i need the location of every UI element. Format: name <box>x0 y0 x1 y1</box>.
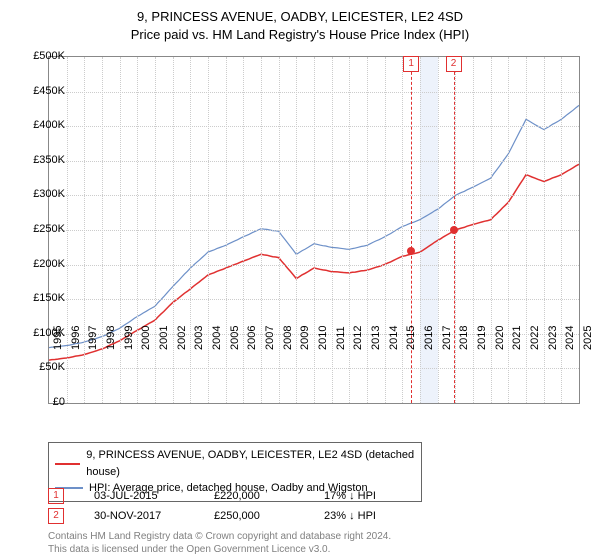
x-tick-label: 2000 <box>140 326 152 350</box>
event-diff: 17% ↓ HPI <box>324 490 376 502</box>
gridline-v <box>173 57 174 403</box>
x-tick-label: 2006 <box>246 326 258 350</box>
gridline-v <box>67 57 68 403</box>
x-tick-label: 1999 <box>123 326 135 350</box>
gridline-v <box>243 57 244 403</box>
x-tick-label: 2007 <box>264 326 276 350</box>
gridline-v <box>190 57 191 403</box>
x-tick-label: 2004 <box>211 326 223 350</box>
y-tick-label: £400K <box>21 119 65 131</box>
gridline-v <box>402 57 403 403</box>
y-tick-label: £300K <box>21 188 65 200</box>
y-tick-label: £500K <box>21 50 65 62</box>
event-row-marker: 1 <box>48 488 64 504</box>
x-tick-label: 2014 <box>388 326 400 350</box>
x-tick-label: 2010 <box>317 326 329 350</box>
y-tick-label: £150K <box>21 292 65 304</box>
x-tick-label: 2003 <box>193 326 205 350</box>
event-marker-1: 1 <box>403 56 419 72</box>
x-tick-label: 2012 <box>352 326 364 350</box>
gridline-v <box>438 57 439 403</box>
x-tick-label: 2009 <box>299 326 311 350</box>
event-price: £220,000 <box>214 490 294 502</box>
x-tick-label: 2022 <box>529 326 541 350</box>
x-tick-label: 2015 <box>405 326 417 350</box>
y-tick-label: £0 <box>21 396 65 408</box>
event-row-1: 1 03-JUL-2015 £220,000 17% ↓ HPI <box>48 486 376 506</box>
x-tick-label: 2008 <box>282 326 294 350</box>
gridline-v <box>508 57 509 403</box>
gridline-v <box>332 57 333 403</box>
legend-swatch-property <box>55 463 80 465</box>
event-date: 03-JUL-2015 <box>94 490 184 502</box>
footer-line2: This data is licensed under the Open Gov… <box>48 543 391 556</box>
gridline-v <box>491 57 492 403</box>
gridline-v <box>120 57 121 403</box>
event-price: £250,000 <box>214 510 294 522</box>
gridline-v <box>279 57 280 403</box>
event-marker-2: 2 <box>446 56 462 72</box>
gridline-v <box>155 57 156 403</box>
x-tick-label: 2023 <box>547 326 559 350</box>
footer-line1: Contains HM Land Registry data © Crown c… <box>48 530 391 543</box>
x-tick-label: 2020 <box>494 326 506 350</box>
x-tick-label: 2002 <box>176 326 188 350</box>
gridline-v <box>226 57 227 403</box>
x-tick-label: 2016 <box>423 326 435 350</box>
gridline-v <box>261 57 262 403</box>
legend-label-property: 9, PRINCESS AVENUE, OADBY, LEICESTER, LE… <box>86 447 415 480</box>
x-tick-label: 1998 <box>105 326 117 350</box>
chart-plot-area: 12 <box>48 56 580 404</box>
gridline-v <box>102 57 103 403</box>
x-tick-label: 2001 <box>158 326 170 350</box>
event-point-2 <box>450 226 458 234</box>
gridline-v <box>208 57 209 403</box>
y-tick-label: £250K <box>21 223 65 235</box>
legend-row-property: 9, PRINCESS AVENUE, OADBY, LEICESTER, LE… <box>55 447 415 480</box>
x-tick-label: 2018 <box>458 326 470 350</box>
gridline-v <box>367 57 368 403</box>
chart-title: 9, PRINCESS AVENUE, OADBY, LEICESTER, LE… <box>0 0 600 44</box>
x-tick-label: 2019 <box>476 326 488 350</box>
x-tick-label: 1995 <box>52 326 64 350</box>
x-tick-label: 1996 <box>70 326 82 350</box>
events-table: 1 03-JUL-2015 £220,000 17% ↓ HPI 2 30-NOV-201… <box>48 486 376 526</box>
gridline-v <box>296 57 297 403</box>
event-line-1 <box>411 57 412 403</box>
gridline-v <box>420 57 421 403</box>
gridline-v <box>526 57 527 403</box>
x-tick-label: 1997 <box>87 326 99 350</box>
gridline-v <box>561 57 562 403</box>
y-tick-label: £50K <box>21 361 65 373</box>
gridline-v <box>544 57 545 403</box>
x-tick-label: 2021 <box>511 326 523 350</box>
x-tick-label: 2025 <box>582 326 594 350</box>
y-tick-label: £450K <box>21 85 65 97</box>
x-tick-label: 2013 <box>370 326 382 350</box>
y-tick-label: £350K <box>21 154 65 166</box>
gridline-v <box>473 57 474 403</box>
gridline-v <box>137 57 138 403</box>
gridline-v <box>349 57 350 403</box>
x-tick-label: 2005 <box>229 326 241 350</box>
gridline-v <box>84 57 85 403</box>
gridline-v <box>314 57 315 403</box>
x-tick-label: 2024 <box>564 326 576 350</box>
title-line2: Price paid vs. HM Land Registry's House … <box>0 26 600 44</box>
event-row-marker: 2 <box>48 508 64 524</box>
x-tick-label: 2011 <box>335 326 347 350</box>
footer-text: Contains HM Land Registry data © Crown c… <box>48 530 391 556</box>
y-tick-label: £200K <box>21 258 65 270</box>
event-point-1 <box>407 247 415 255</box>
x-tick-label: 2017 <box>441 326 453 350</box>
gridline-v <box>385 57 386 403</box>
event-date: 30-NOV-2017 <box>94 510 184 522</box>
event-row-2: 2 30-NOV-2017 £250,000 23% ↓ HPI <box>48 506 376 526</box>
event-diff: 23% ↓ HPI <box>324 510 376 522</box>
title-line1: 9, PRINCESS AVENUE, OADBY, LEICESTER, LE… <box>0 8 600 26</box>
